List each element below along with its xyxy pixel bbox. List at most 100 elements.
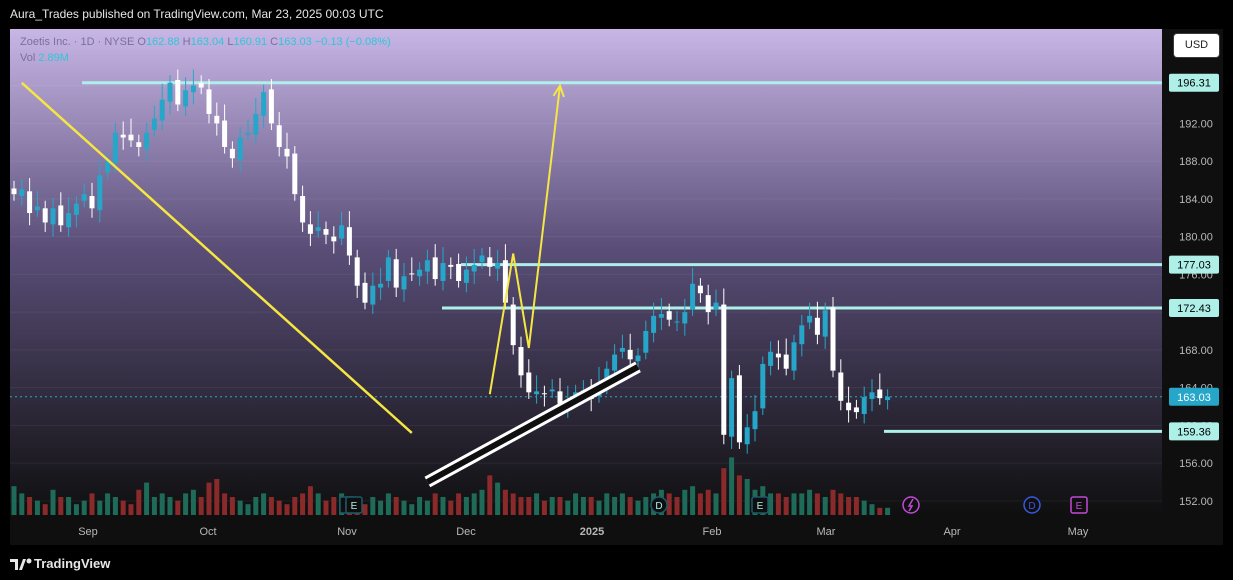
volume-bar <box>588 497 594 515</box>
x-tick-label: Apr <box>943 526 960 538</box>
x-tick-label: Sep <box>78 526 98 538</box>
currency-button[interactable]: USD <box>1173 33 1220 58</box>
candle-body <box>315 227 321 231</box>
volume-bar <box>463 497 469 515</box>
earnings-marker[interactable]: E <box>1070 496 1088 514</box>
x-tick-label: May <box>1068 526 1089 538</box>
volume-bar <box>736 475 742 515</box>
lightning-icon[interactable] <box>902 496 920 514</box>
candle-body <box>783 354 789 369</box>
volume-bar <box>424 500 430 515</box>
candle-body <box>206 89 212 114</box>
volume-bar <box>128 504 134 515</box>
candle-body <box>495 263 501 269</box>
earnings-marker[interactable]: E <box>751 496 769 514</box>
earnings-marker[interactable]: E <box>345 496 363 514</box>
volume-bar <box>89 493 95 515</box>
price-label-r196: 196.31 <box>1177 78 1211 90</box>
candle-body <box>331 236 337 242</box>
candle-body <box>744 427 750 445</box>
close-label: C <box>270 36 279 48</box>
volume-bar <box>838 493 844 515</box>
symbol-name: Zoetis Inc. · 1D · NYSE <box>20 36 135 48</box>
volume-bar <box>417 497 423 515</box>
price-label-box <box>1169 422 1219 441</box>
candle-body <box>760 364 766 409</box>
volume-bar <box>370 497 376 515</box>
publish-header: Aura_Trades published on TradingView.com… <box>0 0 1233 28</box>
dividend-marker[interactable]: D <box>650 496 668 514</box>
volume-bar <box>58 497 64 515</box>
candle-body <box>136 142 142 147</box>
volume-bar <box>744 479 750 515</box>
y-tick-label: 152.00 <box>1179 496 1213 508</box>
candle-body <box>19 189 25 197</box>
volume-bar <box>144 482 150 515</box>
marker-letter: D <box>1028 501 1035 512</box>
volume-bar <box>471 493 477 515</box>
candle-body <box>409 273 415 275</box>
candle-body <box>604 368 610 385</box>
volume-bar <box>518 497 524 515</box>
volume-bar <box>253 497 259 515</box>
candle-body <box>89 196 95 209</box>
volume-bar <box>612 497 618 515</box>
volume-bar <box>112 497 118 515</box>
candle-body <box>534 391 540 395</box>
candle-body <box>167 82 173 102</box>
marker-shape <box>1023 496 1041 514</box>
dividend-marker[interactable]: D <box>1023 496 1041 514</box>
candle-body <box>73 203 79 215</box>
candle-body <box>261 92 267 116</box>
x-tick-label: Mar <box>817 526 836 538</box>
candle-body <box>814 317 820 335</box>
volume-bar <box>877 507 883 515</box>
candle-body <box>830 307 836 371</box>
candle-body <box>175 79 181 105</box>
volume-bar <box>721 468 727 515</box>
volume-bar <box>768 493 774 515</box>
volume-bar <box>526 497 532 515</box>
candle-body <box>354 257 360 286</box>
candle-body <box>27 191 33 214</box>
volume-bar <box>276 500 282 515</box>
candle-body <box>869 392 875 399</box>
candle-body <box>690 283 696 310</box>
volume-bar <box>222 493 228 515</box>
candle-body <box>159 99 165 121</box>
volume-bar <box>307 486 313 515</box>
footer: TradingView <box>0 548 1233 580</box>
volume-bar <box>401 500 407 515</box>
candle-body <box>424 260 430 272</box>
candle-body <box>861 397 867 415</box>
price-label-box <box>1169 255 1219 274</box>
volume-bar <box>50 489 56 515</box>
volume-bar <box>807 489 813 515</box>
volume-bar <box>292 497 298 515</box>
marker-shape <box>1070 496 1088 514</box>
projection-path[interactable] <box>488 85 561 395</box>
candle-body <box>666 311 672 320</box>
volume-bar <box>120 500 126 515</box>
candle-body <box>151 118 157 130</box>
marker-shape <box>751 496 769 514</box>
volume-bar <box>190 489 196 515</box>
downtrend-line[interactable] <box>20 81 413 434</box>
volume-bar <box>167 497 173 515</box>
candle-body <box>97 175 103 211</box>
price-label-r177: 177.03 <box>1177 260 1211 272</box>
x-tick-label: 2025 <box>580 526 604 538</box>
candle-body <box>705 295 711 313</box>
volume-bar <box>705 489 711 515</box>
candle-body <box>112 132 118 164</box>
marker-letter: E <box>757 501 764 512</box>
candle-body <box>526 372 532 393</box>
volume-bar <box>487 475 493 515</box>
volume-bar <box>565 500 571 515</box>
open-value: 162.88 <box>145 36 180 48</box>
candle-body <box>463 269 469 283</box>
candle-body <box>222 120 228 147</box>
candle-body <box>885 396 891 401</box>
candle-body <box>440 263 446 281</box>
